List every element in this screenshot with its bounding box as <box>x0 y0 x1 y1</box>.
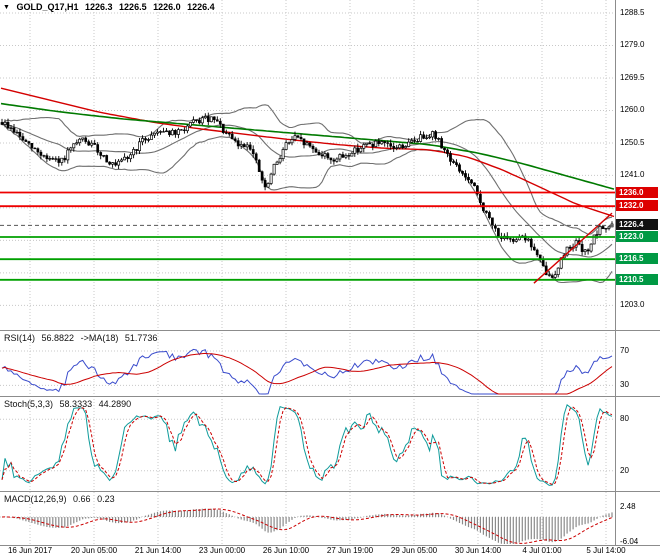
symbol-label: GOLD_Q17,H1 <box>16 2 79 12</box>
gridlines <box>0 0 615 545</box>
price-axis-label: 1288.5 <box>620 8 645 17</box>
rsi-value: 56.8822 <box>41 333 75 343</box>
stoch-signal-value: 44.2890 <box>98 399 132 409</box>
price-axis-label: 1241.0 <box>620 170 645 179</box>
rsi-axis-label: 30 <box>620 380 629 389</box>
price-axis[interactable]: 1288.5 1279.0 1269.5 1260.0 1250.5 1241.0 1203… <box>616 0 660 546</box>
price-badge-red: 1232.0 <box>616 200 658 211</box>
macd-axis-label: -6.04 <box>620 537 639 546</box>
rsi-ma-name: ->MA(18) <box>80 333 119 343</box>
price-axis-label: 1260.0 <box>620 105 645 114</box>
price-axis-label: 1250.5 <box>620 138 645 147</box>
macd-histogram <box>4 508 613 544</box>
candles-bear <box>0 116 605 278</box>
time-axis-label: 4 Jul 01:00 <box>522 546 562 555</box>
ohlc-open: 1226.3 <box>85 2 113 12</box>
time-axis-label: 20 Jun 05:00 <box>70 546 118 555</box>
candles-bull <box>3 116 614 278</box>
rsi-name: RSI(14) <box>4 333 36 343</box>
time-axis-label: 27 Jun 19:00 <box>326 546 374 555</box>
stoch-axis-label: 20 <box>620 466 629 475</box>
ohlc-high: 1226.5 <box>119 2 147 12</box>
macd-name: MACD(12,26,9) <box>4 494 67 504</box>
stoch-value: 58.3333 <box>59 399 93 409</box>
price-badge-black: 1226.4 <box>616 219 658 230</box>
resistance-lines[interactable] <box>0 191 615 208</box>
price-badge-green: 1216.5 <box>616 253 658 264</box>
time-axis-label: 30 Jun 14:00 <box>454 546 502 555</box>
time-axis-label: 26 Jun 10:00 <box>262 546 310 555</box>
price-axis-label: 1203.0 <box>620 300 645 309</box>
chart-header: ▼ GOLD_Q17,H1 1226.3 1226.5 1226.0 1226.… <box>3 2 219 12</box>
trendline[interactable] <box>533 212 613 284</box>
time-axis-label: 21 Jun 14:00 <box>134 546 182 555</box>
rsi-indicator-label: RSI(14) 56.8822 ->MA(18) 51.7736 <box>4 333 161 343</box>
panel-separators <box>0 0 660 546</box>
green-ma-line <box>0 102 615 190</box>
time-axis-label: 16 Jun 2017 <box>7 546 53 555</box>
price-axis-label: 1279.0 <box>620 40 645 49</box>
price-axis-label: 1269.5 <box>620 73 645 82</box>
stoch-indicator-label: Stoch(5,3,3) 58.3333 44.2890 <box>4 399 135 409</box>
macd-indicator-label: MACD(12,26,9) 0.66 0.23 <box>4 494 119 504</box>
macd-axis-label: 2.48 <box>620 502 636 511</box>
time-axis-label: 23 Jun 00:00 <box>198 546 246 555</box>
stoch-k-line <box>1 403 613 486</box>
rsi-axis-label: 70 <box>620 346 629 355</box>
price-badge-red: 1236.0 <box>616 187 658 198</box>
bollinger-bands <box>1 104 613 284</box>
macd-value: 0.66 <box>73 494 91 504</box>
rsi-ma-value: 51.7736 <box>124 333 158 343</box>
time-axis-label: 5 Jul 14:00 <box>586 546 626 555</box>
stoch-axis-label: 80 <box>620 414 629 423</box>
support-lines[interactable] <box>0 236 615 281</box>
ohlc-low: 1226.0 <box>153 2 181 12</box>
red-ma-line <box>0 87 615 218</box>
price-badge-green: 1210.5 <box>616 274 658 285</box>
stoch-d-line <box>1 406 613 486</box>
ohlc-close: 1226.4 <box>187 2 215 12</box>
macd-signal-line <box>1 508 613 544</box>
rsi-ma-line <box>1 352 613 395</box>
macd-signal-value: 0.23 <box>97 494 115 504</box>
time-axis[interactable]: 16 Jun 2017 20 Jun 05:00 21 Jun 14:00 23 Ju… <box>0 546 660 560</box>
stoch-name: Stoch(5,3,3) <box>4 399 54 409</box>
time-axis-label: 29 Jun 05:00 <box>390 546 438 555</box>
price-badge-green: 1223.0 <box>616 231 658 242</box>
collapse-icon[interactable]: ▼ <box>3 4 10 11</box>
